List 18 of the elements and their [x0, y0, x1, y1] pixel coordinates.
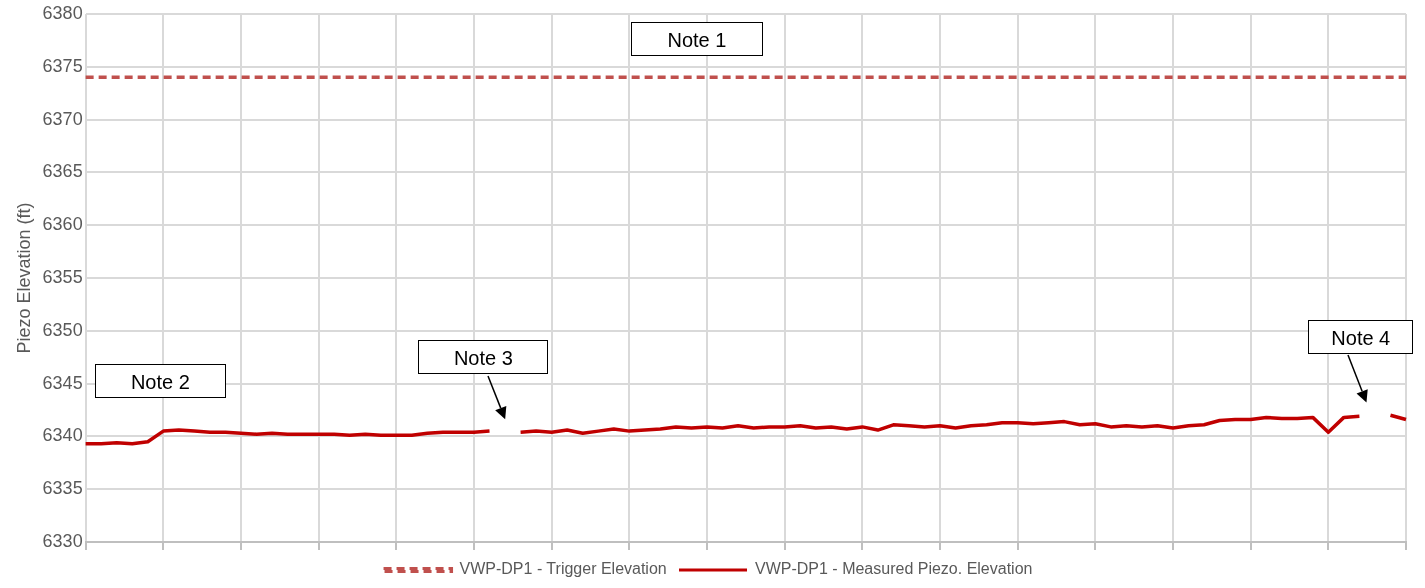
callout-box: Note 3	[418, 339, 549, 374]
callout-box: Note 1	[630, 21, 763, 56]
y-tick-label: 6345	[42, 372, 83, 393]
y-tick-label: 6375	[42, 55, 83, 76]
y-tick-label: 6340	[42, 425, 83, 446]
y-tick-label: 6350	[42, 319, 83, 340]
y-tick-label: 6380	[42, 2, 83, 23]
y-tick-label: 6355	[42, 266, 83, 287]
callout-box: Note 4	[1308, 320, 1414, 355]
callout-box: Note 2	[94, 363, 226, 398]
y-tick-label: 6370	[42, 108, 83, 129]
y-tick-label: 6330	[42, 530, 83, 551]
y-tick-label: 6360	[42, 214, 83, 235]
y-tick-label: 6335	[42, 478, 83, 499]
legend-label: VWP-DP1 - Measured Piezo. Elevation	[755, 560, 1033, 578]
legend-label: VWP-DP1 - Trigger Elevation	[459, 560, 667, 578]
y-tick-label: 6365	[42, 161, 83, 182]
y-axis-title: Piezo Elevation (ft)	[13, 202, 34, 354]
